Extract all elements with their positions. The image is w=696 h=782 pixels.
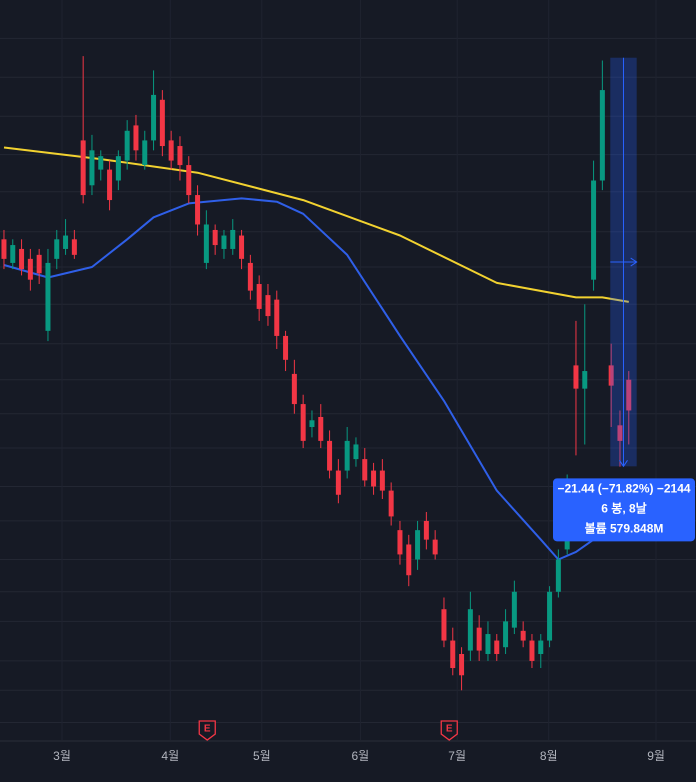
candle-body [599, 90, 605, 181]
candle-body [177, 146, 183, 166]
candle-body [626, 379, 632, 411]
candle-body [538, 640, 544, 654]
candle-body [239, 235, 245, 259]
candle-body [195, 195, 201, 225]
measure-arrow-down [619, 460, 628, 468]
x-tick-label: 9월 [647, 749, 665, 763]
candle-body [291, 373, 297, 405]
candle-body [617, 425, 623, 441]
candle-body [608, 365, 614, 386]
candle-body [503, 621, 509, 648]
candle-body [573, 365, 579, 389]
candle-body [467, 609, 473, 651]
candle-body [555, 559, 561, 592]
candle-body [124, 130, 130, 161]
candle-body [344, 440, 350, 471]
candle-body [63, 235, 69, 249]
candle-body [406, 544, 412, 576]
candle-body [423, 520, 429, 540]
x-tick-label: 4월 [161, 749, 179, 763]
candle-body [283, 335, 289, 360]
ma-line [3, 197, 604, 561]
measure-arrow-right [630, 257, 638, 267]
candle-body [256, 284, 262, 309]
candle-body [19, 248, 25, 270]
candle-body [309, 420, 315, 428]
candle-body [353, 444, 359, 460]
candle-body [221, 235, 227, 249]
candle-body [397, 530, 403, 555]
candle-body [159, 99, 165, 147]
candle-body [247, 262, 253, 291]
candle-body [494, 640, 500, 654]
x-tick-label: 3월 [53, 749, 71, 763]
measure-tooltip-text: 볼륨 579.848M [585, 520, 664, 535]
candle-body [450, 640, 456, 669]
candle-body [230, 229, 236, 249]
candle-body [265, 295, 271, 317]
candle-body [36, 254, 42, 274]
measure-tooltip [553, 478, 695, 542]
candle-body [80, 140, 86, 196]
candle-body [27, 258, 33, 280]
x-tick-label: 8월 [540, 749, 558, 763]
candle-body [115, 156, 121, 181]
earnings-marker[interactable] [198, 720, 216, 741]
candle-body [476, 627, 482, 651]
candle-body [300, 404, 306, 441]
candle-body [1, 239, 7, 259]
candle-body [142, 140, 148, 166]
candle-body [529, 640, 535, 661]
candle-body [318, 416, 324, 441]
candle-body [107, 169, 113, 201]
ma-line [3, 146, 629, 303]
candle-body [485, 634, 491, 654]
candle-body [591, 180, 597, 280]
candle-body [54, 239, 60, 259]
candle-body [441, 609, 447, 641]
measure-tooltip-text: −21.44 (−71.82%) −2144 [557, 481, 690, 495]
earnings-marker[interactable] [440, 720, 458, 741]
candle-body [151, 94, 157, 141]
candle-body [432, 539, 438, 555]
moving-averages [3, 146, 629, 561]
candle-body [186, 165, 192, 196]
candle-body [547, 591, 553, 641]
candle-body [168, 140, 174, 161]
candle-body [388, 490, 394, 517]
candle-body [415, 530, 421, 560]
candle-body [511, 591, 517, 628]
candle-body [133, 125, 139, 151]
candle-body [327, 440, 333, 471]
candle-body [362, 459, 368, 481]
candle-body [10, 245, 16, 263]
candle-body [459, 653, 465, 676]
x-tick-label: 5월 [253, 749, 271, 763]
candle-body [71, 239, 77, 255]
candle-body [203, 224, 209, 263]
candle-body [212, 229, 218, 246]
candle-body [371, 470, 377, 487]
candle-body [379, 470, 385, 491]
earnings-label: E [446, 724, 453, 735]
earnings-label: E [204, 724, 211, 735]
candle-body [98, 156, 104, 170]
x-tick-label: 6월 [352, 749, 370, 763]
candles [1, 56, 632, 691]
candle-body [45, 262, 51, 331]
candle-body [274, 299, 280, 336]
candle-body [335, 470, 341, 495]
candle-body [89, 150, 95, 186]
candle-body [582, 371, 588, 389]
x-tick-label: 7월 [448, 749, 466, 763]
measure-tooltip-text: 6 봉, 8날 [601, 501, 646, 515]
x-axis: 3월 4월 5월 6월 7월 8월 9월 E E [53, 720, 665, 763]
candle-body [520, 630, 526, 641]
